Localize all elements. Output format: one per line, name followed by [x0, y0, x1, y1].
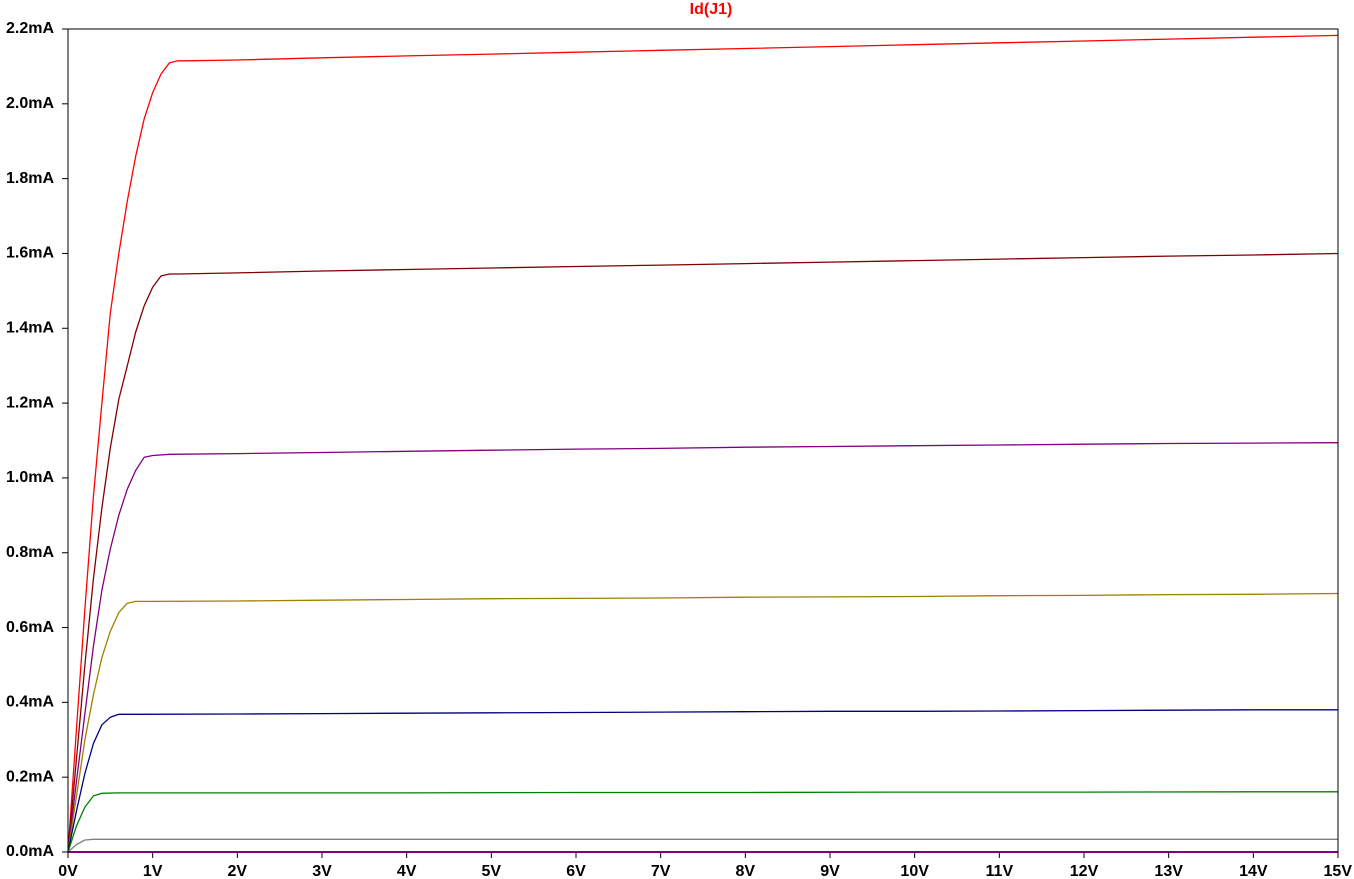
x-tick-label: 9V	[820, 863, 840, 879]
x-tick-label: 7V	[651, 863, 671, 879]
y-tick-label: 1.2mA	[6, 394, 54, 411]
y-tick-label: 2.0mA	[6, 95, 54, 112]
y-tick-label: 0.6mA	[6, 619, 54, 636]
y-tick-label: 0.8mA	[6, 544, 54, 561]
series-line-5	[67, 709, 1338, 853]
y-tick-label: 0.4mA	[6, 694, 54, 711]
x-tick-label: 5V	[482, 863, 502, 879]
x-tick-label: 10V	[900, 863, 929, 879]
x-tick-label: 0V	[58, 863, 78, 879]
y-tick-label: 1.0mA	[6, 469, 54, 486]
x-tick-label: 2V	[228, 863, 248, 879]
series-line-2	[67, 252, 1339, 853]
x-tick-label: 14V	[1239, 863, 1268, 879]
series-line-6	[67, 791, 1338, 853]
x-tick-label: 4V	[397, 863, 417, 879]
x-tick-label: 15V	[1324, 863, 1353, 879]
x-axis: 0V 1V 2V 3V 4V 5V 6V 7V 8V 9V 10V 11V 12V 13V 14V 15V	[58, 852, 1352, 879]
x-tick-label: 8V	[736, 863, 756, 879]
series-layer	[67, 34, 1339, 853]
series-line-7	[67, 838, 1338, 853]
x-tick-label: 1V	[143, 863, 163, 879]
chart-title: Id(J1)	[690, 1, 733, 18]
y-tick-label: 1.4mA	[6, 319, 54, 336]
series-line-1	[67, 34, 1339, 853]
y-tick-label: 2.2mA	[6, 20, 54, 37]
y-tick-label: 1.6mA	[6, 245, 54, 262]
y-tick-label: 0.0mA	[6, 843, 54, 860]
y-axis: 0.0mA 0.2mA 0.4mA 0.6mA 0.8mA 1.0mA 1.2mA 1.4mA…	[6, 20, 68, 860]
y-tick-label: 0.2mA	[6, 768, 54, 785]
series-line-3	[67, 442, 1339, 853]
y-tick-label: 1.8mA	[6, 170, 54, 187]
x-tick-label: 3V	[312, 863, 332, 879]
x-tick-label: 13V	[1154, 863, 1183, 879]
x-tick-label: 11V	[986, 863, 1014, 879]
x-tick-label: 6V	[566, 863, 586, 879]
plot-frame	[67, 28, 1339, 853]
series-line-4	[67, 592, 1339, 853]
x-tick-label: 12V	[1070, 863, 1099, 879]
